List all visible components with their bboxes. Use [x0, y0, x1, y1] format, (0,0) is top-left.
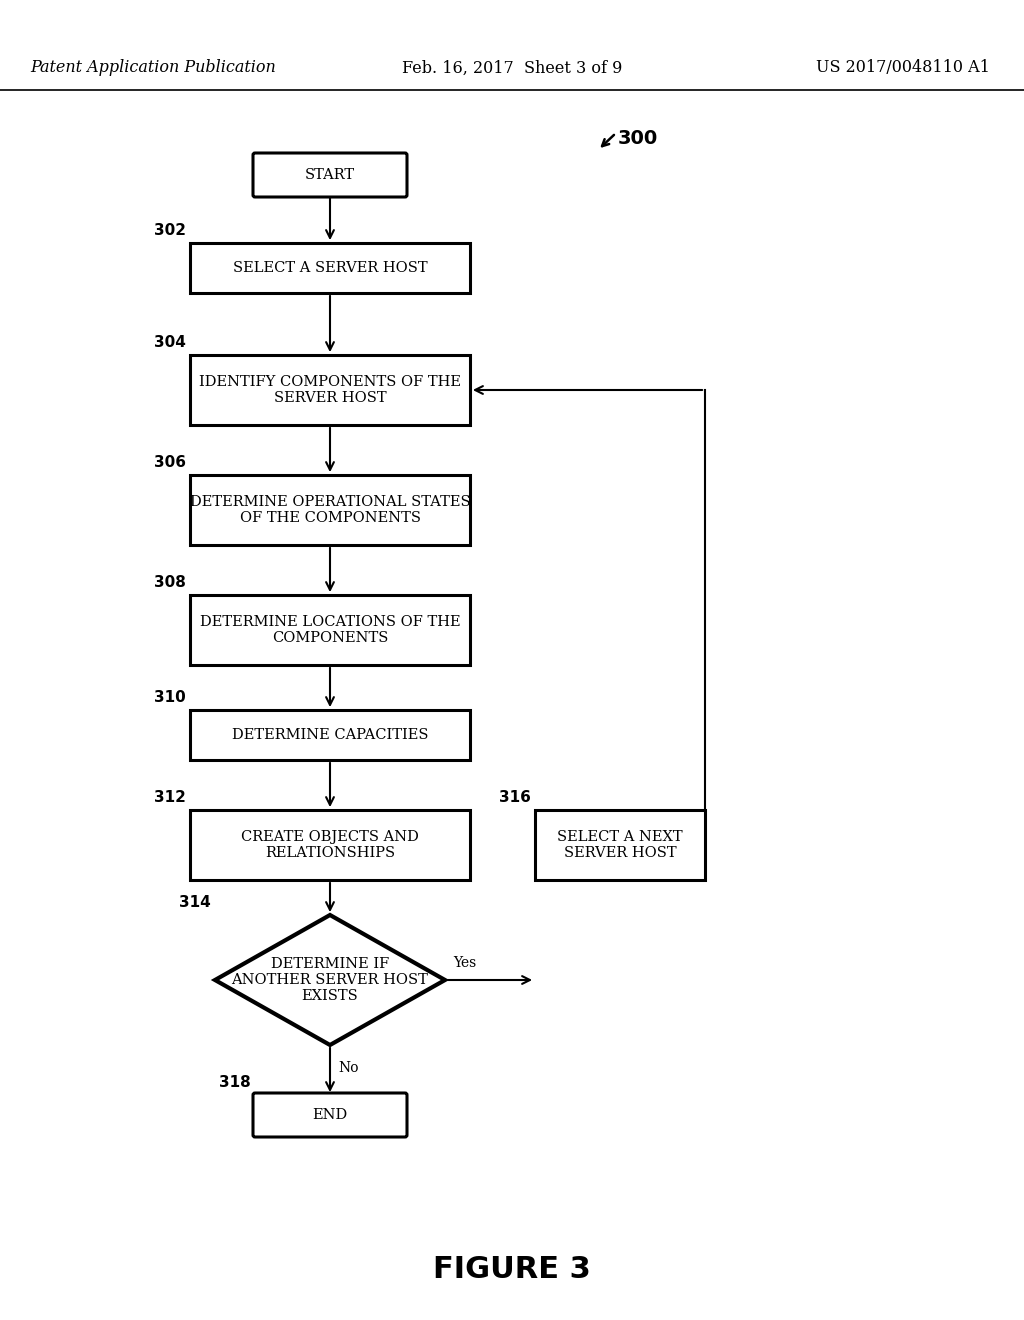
Text: 302: 302	[154, 223, 186, 238]
FancyBboxPatch shape	[253, 1093, 407, 1137]
Text: FIGURE 3: FIGURE 3	[433, 1255, 591, 1284]
FancyBboxPatch shape	[253, 153, 407, 197]
Text: 300: 300	[618, 128, 658, 148]
Text: SELECT A SERVER HOST: SELECT A SERVER HOST	[232, 261, 427, 275]
Bar	[190, 595, 470, 665]
Text: 312: 312	[155, 789, 186, 805]
Text: 308: 308	[155, 576, 186, 590]
Text: Feb. 16, 2017  Sheet 3 of 9: Feb. 16, 2017 Sheet 3 of 9	[401, 59, 623, 77]
Bar	[190, 810, 470, 880]
Text: DETERMINE LOCATIONS OF THE
COMPONENTS: DETERMINE LOCATIONS OF THE COMPONENTS	[200, 615, 461, 645]
Text: US 2017/0048110 A1: US 2017/0048110 A1	[816, 59, 990, 77]
Text: No: No	[338, 1061, 358, 1074]
Bar	[190, 355, 470, 425]
Text: DETERMINE CAPACITIES: DETERMINE CAPACITIES	[231, 729, 428, 742]
Text: IDENTIFY COMPONENTS OF THE
SERVER HOST: IDENTIFY COMPONENTS OF THE SERVER HOST	[199, 375, 461, 405]
Bar	[535, 810, 705, 880]
Text: Yes: Yes	[453, 956, 476, 970]
Text: 316: 316	[499, 789, 531, 805]
Text: 318: 318	[219, 1074, 251, 1090]
Text: START: START	[305, 168, 355, 182]
Text: Patent Application Publication: Patent Application Publication	[30, 59, 275, 77]
Bar	[190, 475, 470, 545]
Text: 310: 310	[155, 690, 186, 705]
Bar	[190, 243, 470, 293]
Polygon shape	[215, 915, 445, 1045]
Text: SELECT A NEXT
SERVER HOST: SELECT A NEXT SERVER HOST	[557, 830, 683, 861]
Text: 306: 306	[154, 455, 186, 470]
Text: 304: 304	[155, 335, 186, 350]
Bar	[190, 710, 470, 760]
Text: CREATE OBJECTS AND
RELATIONSHIPS: CREATE OBJECTS AND RELATIONSHIPS	[241, 830, 419, 861]
Text: DETERMINE IF
ANOTHER SERVER HOST
EXISTS: DETERMINE IF ANOTHER SERVER HOST EXISTS	[231, 957, 428, 1003]
Text: END: END	[312, 1107, 347, 1122]
Text: 314: 314	[179, 895, 211, 909]
Text: DETERMINE OPERATIONAL STATES
OF THE COMPONENTS: DETERMINE OPERATIONAL STATES OF THE COMP…	[189, 495, 470, 525]
